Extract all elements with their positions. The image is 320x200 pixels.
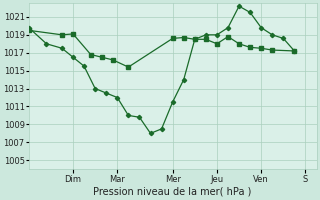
- X-axis label: Pression niveau de la mer( hPa ): Pression niveau de la mer( hPa ): [93, 187, 252, 197]
